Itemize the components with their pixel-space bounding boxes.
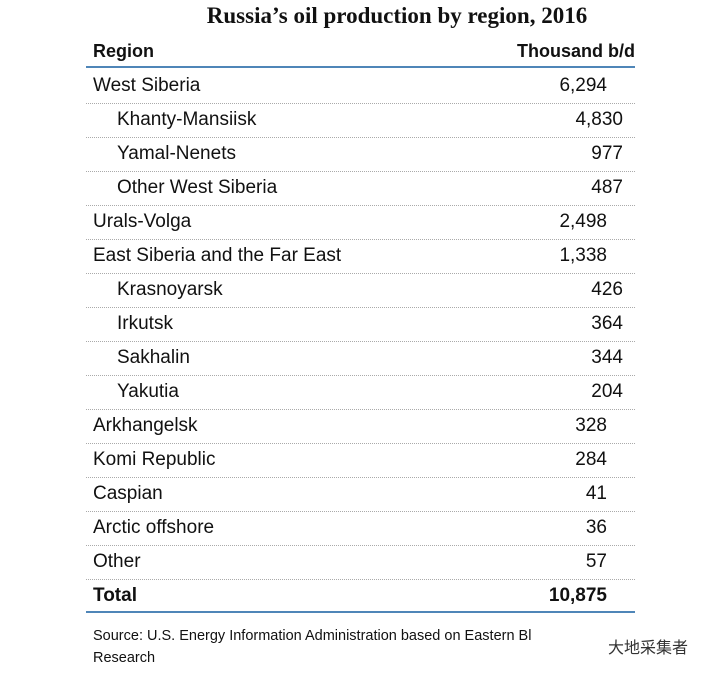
- row-label: Urals-Volga: [93, 211, 192, 232]
- total-value: 10,875: [548, 585, 607, 606]
- row-separator: [86, 375, 635, 376]
- row-value: 284: [575, 449, 607, 470]
- row-label: Sakhalin: [117, 347, 190, 368]
- row-separator: [86, 137, 635, 138]
- row-label: Arctic offshore: [93, 517, 215, 538]
- row-value: 36: [585, 517, 607, 538]
- row-label: Arkhangelsk: [93, 415, 198, 436]
- row-separator: [86, 443, 635, 444]
- row-label: East Siberia and the Far East: [93, 245, 342, 266]
- row-label: Other West Siberia: [117, 177, 278, 198]
- row-separator: [86, 273, 635, 274]
- header-value: Thousand b/d: [517, 41, 635, 61]
- bottom-rule: [86, 611, 635, 613]
- row-label: Krasnoyarsk: [117, 279, 223, 300]
- row-value: 977: [591, 143, 623, 164]
- row-label: Yamal-Nenets: [117, 143, 236, 164]
- row-separator: [86, 205, 635, 206]
- row-value: 426: [591, 279, 623, 300]
- source: Source: U.S. Energy Information Administ…: [93, 628, 532, 644]
- row-label: Yakutia: [117, 381, 179, 402]
- row-value: 487: [591, 177, 623, 198]
- row-value: 204: [591, 381, 623, 402]
- row-value: 4,830: [575, 109, 623, 130]
- source: Research: [93, 650, 156, 666]
- row-value: 364: [591, 313, 623, 334]
- row-label: Caspian: [93, 483, 163, 504]
- row-label: Komi Republic: [93, 449, 216, 470]
- header-rule: [86, 66, 635, 68]
- row-label: Other: [93, 551, 141, 572]
- total-label: Total: [93, 585, 137, 606]
- row-separator: [86, 545, 635, 546]
- row-separator: [86, 477, 635, 478]
- row-separator: [86, 239, 635, 240]
- title: Russia’s oil production by region, 2016: [206, 3, 588, 28]
- row-value: 1,338: [559, 245, 607, 266]
- row-separator: [86, 409, 635, 410]
- row-value: 344: [591, 347, 623, 368]
- row-separator: [86, 341, 635, 342]
- row-separator: [86, 579, 635, 580]
- row-separator: [86, 511, 635, 512]
- row-label: Irkutsk: [117, 313, 173, 334]
- row-label: West Siberia: [93, 75, 201, 96]
- row-separator: [86, 307, 635, 308]
- row-separator: [86, 103, 635, 104]
- watermark: 大地采集者: [603, 634, 692, 658]
- row-separator: [86, 171, 635, 172]
- header-region: Region: [93, 41, 154, 61]
- row-value: 6,294: [559, 75, 607, 96]
- row-value: 328: [575, 415, 607, 436]
- row-label: Khanty-Mansiisk: [117, 109, 257, 130]
- row-value: 41: [585, 483, 607, 504]
- row-value: 57: [585, 551, 607, 572]
- row-value: 2,498: [559, 211, 607, 232]
